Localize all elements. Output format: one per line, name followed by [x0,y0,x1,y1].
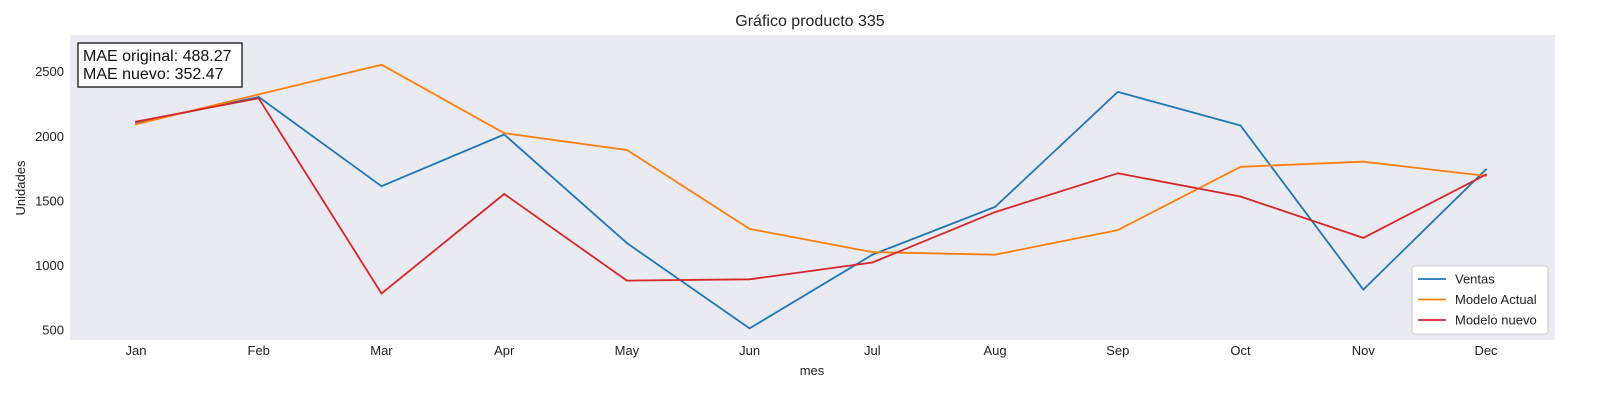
data-point-modelo-actual-jan [135,123,137,126]
x-tick-label-feb: Feb [248,343,270,358]
chart-title: Gráfico producto 335 [735,13,885,30]
data-point-modelo-actual-nov [1362,160,1365,163]
data-point-modelo-nuevo-dec [1485,173,1487,176]
data-point-modelo-actual-apr [503,132,506,135]
data-point-ventas-oct [1239,124,1242,127]
series-line-ventas [135,91,1487,330]
legend-label-modelo-nuevo: Modelo nuevo [1455,313,1537,328]
x-tick-label-sep: Sep [1106,343,1129,358]
data-point-modelo-actual-jun [748,227,751,230]
data-point-modelo-nuevo-sep [1116,172,1119,175]
data-point-modelo-nuevo-apr [503,193,506,195]
data-point-modelo-nuevo-jan [135,120,137,123]
data-point-ventas-sep [1116,90,1119,93]
mae-annotation: MAE original: 488.27 MAE nuevo: 352.47 [77,42,243,88]
data-point-ventas-jul [871,253,874,256]
x-tick-label-jun: Jun [739,343,760,358]
data-point-modelo-actual-oct [1239,165,1242,168]
data-point-modelo-nuevo-jun [748,278,751,281]
y-axis-label: Unidades [13,160,28,215]
series-line-modelo-nuevo [135,97,1487,295]
data-point-ventas-mar [380,185,383,188]
mae-annotation-box [77,42,243,88]
data-point-modelo-nuevo-oct [1239,195,1242,198]
data-point-ventas-jun [748,327,751,330]
data-point-ventas-dec [1485,168,1487,171]
x-tick-label-oct: Oct [1230,343,1251,358]
x-tick-label-jul: Jul [864,343,881,358]
y-tick-label-1000: 1000 [35,258,64,273]
data-point-modelo-actual-may [626,149,628,151]
x-tick-label-dec: Dec [1474,343,1498,358]
mae-nuevo-text: MAE nuevo: 352.47 [83,66,224,83]
x-axis-ticks: Jan Feb Mar Apr May Jun Jul Aug Sep Oct Nov Dec [126,343,1499,358]
x-tick-label-mar: Mar [370,343,393,358]
y-tick-label-2000: 2000 [35,129,64,144]
y-axis-ticks: 500 1000 1500 2000 2500 [35,64,64,337]
data-point-modelo-actual-mar [380,63,383,66]
plot-area [70,35,1555,340]
y-tick-label-500: 500 [42,323,64,338]
legend-label-ventas: Ventas [1455,272,1495,287]
data-point-modelo-nuevo-jul [871,261,874,264]
data-point-ventas-may [626,242,628,244]
data-point-modelo-nuevo-mar [380,292,383,295]
series-lines [135,63,1487,330]
x-tick-label-jan: Jan [126,343,147,358]
data-point-modelo-actual-aug [994,253,996,256]
data-point-ventas-aug [994,205,996,208]
data-point-modelo-nuevo-may [626,279,628,282]
y-tick-label-2500: 2500 [35,64,64,79]
data-point-modelo-nuevo-feb [257,97,260,100]
series-line-modelo-actual [135,63,1487,256]
mae-original-text: MAE original: 488.27 [83,48,232,65]
data-point-modelo-actual-jul [871,251,874,254]
data-point-modelo-nuevo-nov [1362,237,1365,239]
x-tick-label-apr: Apr [494,343,515,358]
x-tick-label-nov: Nov [1352,343,1376,358]
y-tick-label-1500: 1500 [35,193,64,208]
x-tick-label-aug: Aug [984,343,1007,358]
data-point-ventas-nov [1362,288,1365,291]
data-point-modelo-actual-feb [257,93,260,96]
legend-label-modelo-actual: Modelo Actual [1455,292,1537,307]
data-point-modelo-nuevo-aug [994,211,996,213]
x-axis-label: mes [800,363,825,378]
legend: Ventas Modelo Actual Modelo nuevo [1411,265,1549,335]
data-point-modelo-actual-sep [1116,229,1119,232]
legend-box [1411,265,1549,335]
x-tick-label-may: May [615,343,640,358]
